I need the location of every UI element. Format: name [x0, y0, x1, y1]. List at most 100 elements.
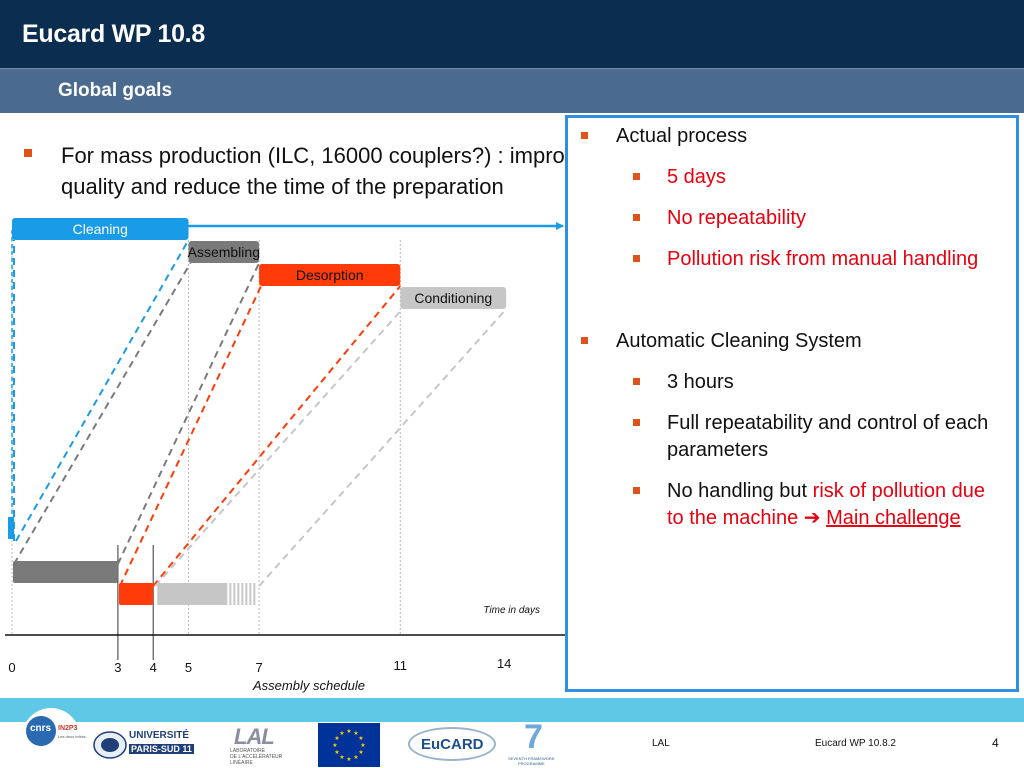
- bullet-square-icon: [633, 419, 640, 426]
- panel-subitem: 5 days: [633, 164, 726, 191]
- panel-subitem-label: 5 days: [667, 166, 726, 188]
- arrow-right-icon: ➔: [798, 507, 826, 529]
- fp7-logo: 7 SEVENTH FRAMEWORK PROGRAMME: [508, 718, 564, 768]
- slide-title: Eucard WP 10.8: [22, 20, 205, 48]
- panel-item-actual-process: Actual process: [581, 123, 748, 150]
- stage-label: Assembling: [188, 244, 260, 260]
- main-challenge-text: Main challenge: [826, 507, 961, 529]
- eucard-logo: EuCARD: [408, 725, 498, 765]
- panel-item-label: Actual process: [616, 125, 748, 147]
- assembly-schedule-chart: Cleaning Assembling Desorption Conditioning…: [5, 218, 565, 693]
- stage-link-line: [258, 308, 507, 587]
- footer: cnrs IN2P3 Les deux infinis UNIVERSITÉ P…: [0, 708, 1024, 768]
- lal-logo: LAL LABORATOIRE DE L'ACCÉLÉRATEUR LINÉAI…: [228, 724, 300, 768]
- svg-text:★: ★: [358, 749, 363, 756]
- eucard-logo-text: EuCARD: [421, 736, 484, 753]
- bullet-square-icon: [24, 149, 32, 157]
- bullet-square-icon: [633, 255, 640, 262]
- lal-logo-subtext: LINÉAIRE: [230, 760, 253, 766]
- bullet-square-icon: [633, 378, 640, 385]
- stage-label: Desorption: [296, 267, 364, 283]
- footer-lab-text: LAL: [652, 738, 670, 749]
- stage-bar-proposed: [188, 241, 260, 263]
- fp7-logo-subtext: SEVENTH FRAMEWORK: [508, 756, 555, 761]
- stage-link-line: [116, 262, 261, 565]
- panel-subitem: No repeatability: [633, 205, 806, 232]
- stage-link-line: [154, 308, 404, 587]
- bullet-square-icon: [581, 337, 588, 344]
- footer-reference: Eucard WP 10.8.2: [815, 738, 896, 749]
- panel-item-automatic-system: Automatic Cleaning System: [581, 328, 862, 355]
- subtitle-bar: Global goals: [0, 68, 1024, 113]
- paris-sud-logo-subtext: PARIS-SUD 11: [129, 744, 194, 754]
- stage-bar-actual: [118, 583, 154, 605]
- panel-subitem: Pollution risk from manual handling: [633, 246, 979, 273]
- footer-band: [0, 698, 1024, 722]
- chart-caption: Assembly schedule: [252, 678, 365, 693]
- panel-subitem-label: No repeatability: [667, 207, 806, 229]
- stage-bar-proposed: [400, 287, 507, 309]
- tick-label: 0: [8, 660, 15, 675]
- bullet-square-icon: [633, 173, 640, 180]
- svg-text:★: ★: [346, 756, 351, 763]
- panel-subitem-label: Full repeatability and control of each p…: [667, 412, 989, 461]
- universite-paris-sud-logo: UNIVERSITÉ PARIS-SUD 11: [93, 726, 199, 764]
- panel-item-label: Automatic Cleaning System: [616, 330, 862, 352]
- svg-text:★: ★: [339, 754, 344, 761]
- panel-subitem-label: Pollution risk from manual handling: [667, 248, 979, 270]
- svg-text:★: ★: [339, 730, 344, 737]
- tick-label: 7: [255, 660, 262, 675]
- in2p3-logo-text: IN2P3: [58, 725, 78, 732]
- stage-bar-actual: [13, 561, 118, 583]
- bullet-square-icon: [633, 214, 640, 221]
- panel-subitem: No handling but risk of pollution due to…: [633, 478, 997, 532]
- stage-label: Conditioning: [414, 290, 492, 306]
- title-bar: Eucard WP 10.8: [0, 0, 1024, 68]
- stage-link-line: [118, 285, 263, 587]
- stage-bar-actual: [157, 583, 228, 605]
- eu-flag-logo: ★ ★ ★ ★ ★ ★ ★ ★ ★ ★ ★ ★: [318, 723, 380, 767]
- in2p3-tagline: Les deux infinis: [58, 734, 86, 739]
- paris-sud-logo-text: UNIVERSITÉ: [129, 730, 190, 741]
- paris-sud-emblem-icon: [93, 731, 127, 759]
- tick-label: 11: [394, 658, 408, 673]
- slide-subtitle: Global goals: [58, 80, 173, 101]
- stage-bar-actual: [8, 517, 14, 539]
- x-axis-label: Time in days: [483, 605, 540, 616]
- arrow-glyph: ➔: [803, 507, 821, 529]
- bullet-square-icon: [633, 487, 640, 494]
- svg-text:★: ★: [332, 742, 337, 749]
- fp7-logo-subtext: PROGRAMME: [518, 761, 545, 766]
- eu-stars-icon: ★ ★★★ ★★★★ ★★★★: [332, 728, 365, 763]
- svg-text:★: ★: [358, 735, 363, 742]
- stage-link-line: [15, 239, 190, 542]
- cnrs-logo-text: cnrs: [30, 723, 52, 734]
- panel-subitem-label: 3 hours: [667, 371, 734, 393]
- risk-text: risk of pollution due to the machine: [667, 480, 985, 529]
- stage-bar-proposed: [12, 218, 189, 240]
- bullet-square-icon: [581, 132, 588, 139]
- tick-label: 14: [497, 656, 511, 671]
- svg-text:★: ★: [334, 735, 339, 742]
- process-comparison-panel: Actual process 5 days No repeatability P…: [565, 115, 1019, 692]
- main-bullet-text: For mass production (ILC, 16000 couplers…: [61, 143, 589, 199]
- svg-text:★: ★: [353, 730, 358, 737]
- svg-text:★: ★: [334, 749, 339, 756]
- stage-bar-proposed: [259, 264, 401, 286]
- stage-link-line: [152, 285, 402, 587]
- svg-text:★: ★: [360, 742, 365, 749]
- fp7-logo-mark: 7: [524, 718, 543, 756]
- tick-label: 3: [114, 660, 121, 675]
- stage-link-line: [13, 262, 192, 565]
- cnrs-logo: cnrs IN2P3 Les deux infinis: [22, 708, 86, 768]
- tick-label: 4: [150, 660, 157, 675]
- lal-logo-mark: LAL: [234, 724, 275, 749]
- panel-subitem: Full repeatability and control of each p…: [633, 410, 997, 464]
- panel-subitem: 3 hours: [633, 369, 734, 396]
- lal-logo-subtext: DE L'ACCÉLÉRATEUR: [230, 754, 283, 760]
- slide-number: 4: [992, 736, 999, 750]
- panel-subitem-label: No handling but: [667, 480, 813, 502]
- lal-logo-subtext: LABORATOIRE: [230, 748, 266, 754]
- tick-label: 5: [185, 660, 192, 675]
- stage-label: Cleaning: [73, 221, 128, 237]
